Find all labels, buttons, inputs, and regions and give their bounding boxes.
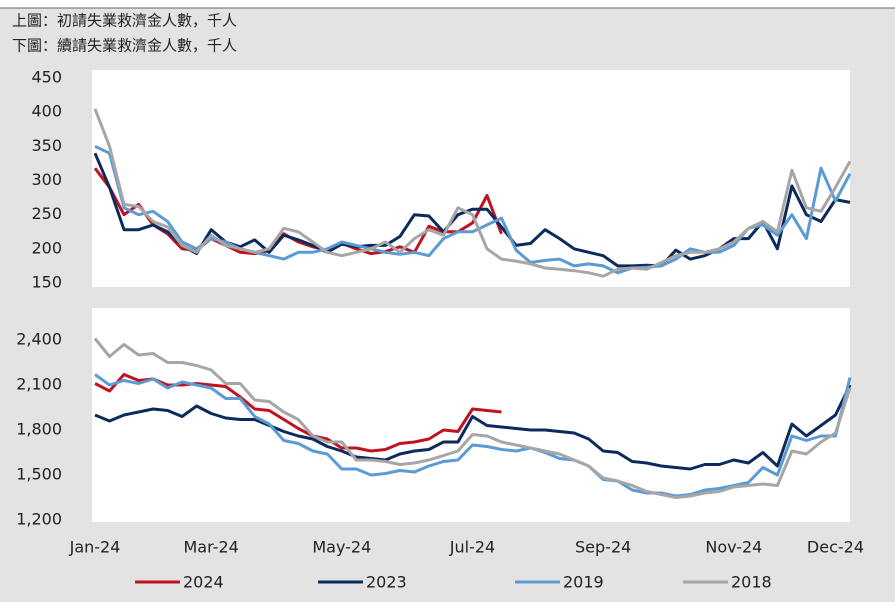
x-tick-label: Nov-24 bbox=[705, 538, 762, 557]
y-tick-label: 450 bbox=[31, 68, 62, 87]
y-tick-label: 350 bbox=[31, 136, 62, 155]
x-tick-label: Jan-24 bbox=[69, 538, 121, 557]
chart-title: 下圖：續請失業救濟金人數，千人 bbox=[12, 37, 237, 55]
x-tick-label: Jul-24 bbox=[449, 538, 495, 557]
y-tick-label: 1,800 bbox=[16, 420, 62, 439]
legend-label: 2019 bbox=[563, 573, 604, 592]
x-tick-label: Mar-24 bbox=[184, 538, 239, 557]
y-tick-label: 300 bbox=[31, 170, 62, 189]
legend-label: 2018 bbox=[731, 573, 772, 592]
plot-area-bottom bbox=[92, 308, 850, 522]
x-tick-label: May-24 bbox=[312, 538, 371, 557]
chart-title: 上圖：初請失業救濟金人數，千人 bbox=[12, 12, 237, 30]
y-tick-label: 2,400 bbox=[16, 330, 62, 349]
y-tick-label: 150 bbox=[31, 273, 62, 292]
x-tick-label: Sep-24 bbox=[575, 538, 631, 557]
legend-label: 2023 bbox=[366, 573, 407, 592]
y-tick-label: 400 bbox=[31, 102, 62, 121]
x-tick-label: Dec-24 bbox=[807, 538, 864, 557]
plot-area-top bbox=[92, 70, 850, 287]
y-tick-label: 1,500 bbox=[16, 465, 62, 484]
y-tick-label: 200 bbox=[31, 238, 62, 257]
legend-label: 2024 bbox=[183, 573, 224, 592]
y-tick-label: 250 bbox=[31, 204, 62, 223]
y-tick-label: 2,100 bbox=[16, 375, 62, 394]
y-tick-label: 1,200 bbox=[16, 510, 62, 529]
